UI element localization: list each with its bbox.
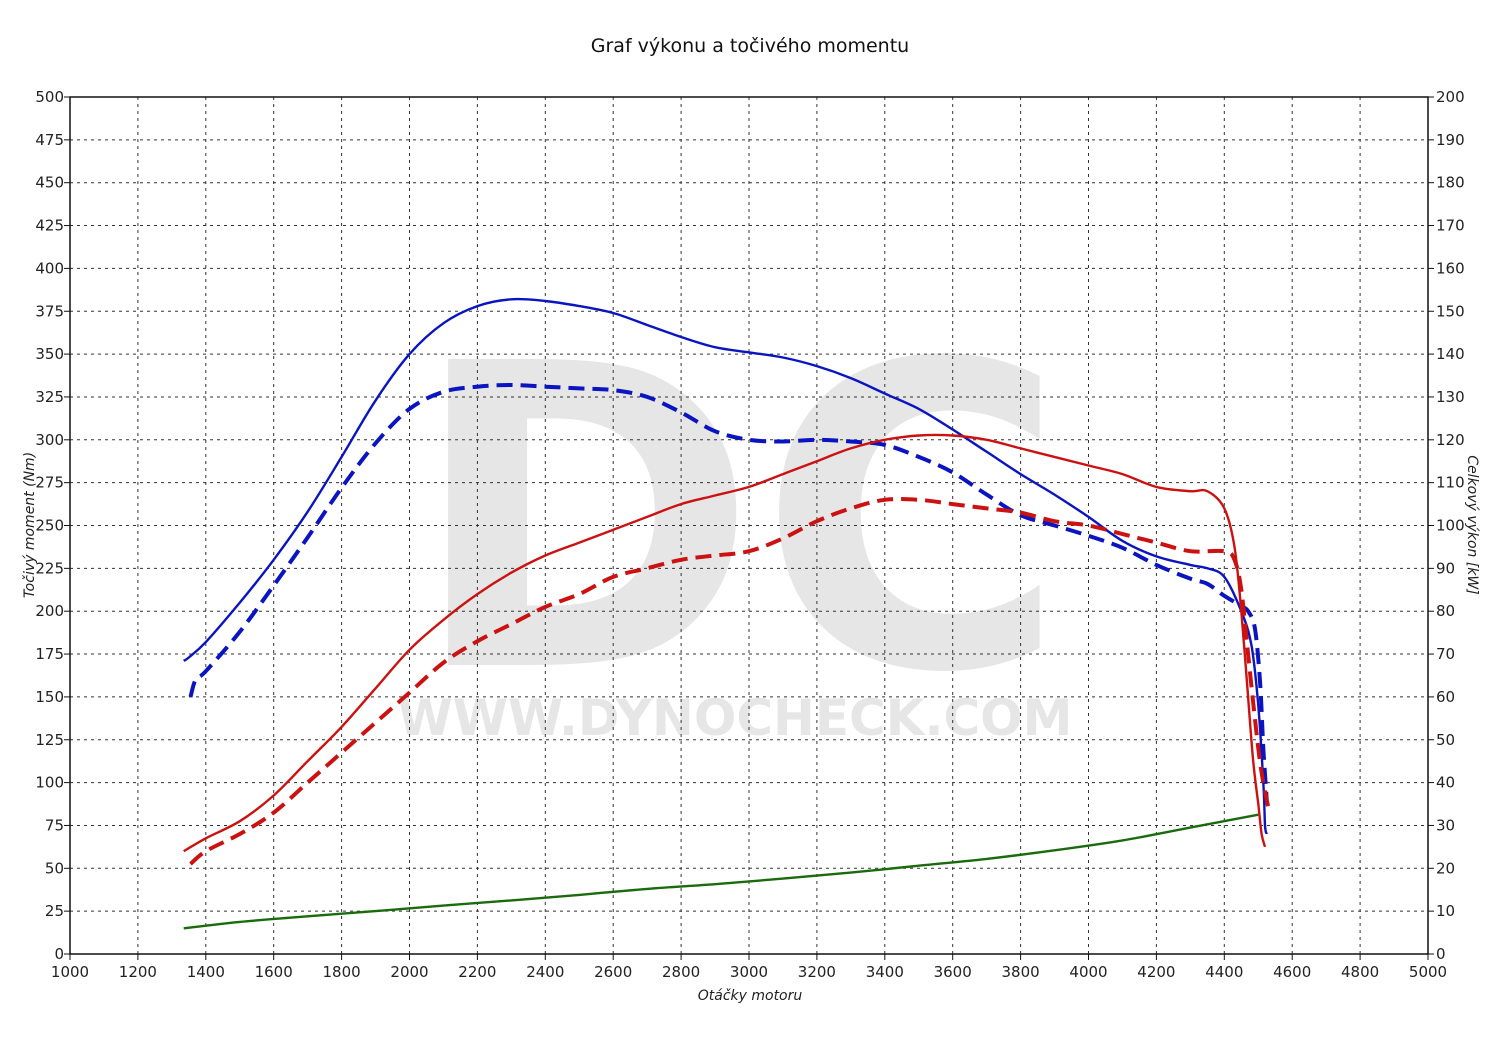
y-right-tick-label: 30: [1436, 816, 1455, 834]
y-left-tick-label: 475: [35, 131, 64, 149]
watermark-url: WWW.DYNOCHECK.COM: [398, 689, 1073, 747]
x-tick-label: 3800: [1002, 963, 1040, 981]
y-left-tick-label: 500: [35, 88, 64, 106]
grid: [64, 96, 1434, 960]
series-lines: [183, 297, 1271, 930]
series-line-1: [183, 297, 1268, 835]
x-tick-labels: 1000 1200 1400 1600 1800 2000 2200 2400 2600 2800…: [51, 963, 1447, 981]
x-axis-label: Otáčky motoru: [698, 988, 803, 1004]
y-right-tick-labels: 0 10 20 30 40 50 60 70 80 90 100 110 120 130 140 150 160…: [1436, 88, 1465, 963]
x-tick-label: 4600: [1273, 963, 1311, 981]
y-right-tick-label: 50: [1436, 731, 1455, 749]
y-right-tick-label: 150: [1436, 302, 1465, 320]
x-tick-label: 2600: [594, 963, 632, 981]
y-left-tick-label: 375: [35, 302, 64, 320]
y-right-tick-label: 10: [1436, 902, 1455, 920]
y-left-tick-label: 125: [35, 731, 64, 749]
y-right-tick-label: 110: [1436, 474, 1465, 492]
x-tick-label: 3200: [798, 963, 836, 981]
y-left-tick-label: 150: [35, 688, 64, 706]
x-tick-label: 1200: [119, 963, 157, 981]
y-right-tick-label: 170: [1436, 217, 1465, 235]
y-right-tick-label: 120: [1436, 431, 1465, 449]
y-right-tick-label: 70: [1436, 645, 1455, 663]
y-right-tick-label: 20: [1436, 859, 1455, 877]
y-right-tick-label: 190: [1436, 131, 1465, 149]
x-tick-label: 3600: [934, 963, 972, 981]
y-right-tick-label: 60: [1436, 688, 1455, 706]
y-left-tick-label: 350: [35, 345, 64, 363]
y-left-tick-label: 400: [35, 259, 64, 277]
x-tick-label: 4800: [1341, 963, 1379, 981]
y-left-tick-label: 450: [35, 174, 64, 192]
series-line-5: [183, 813, 1259, 930]
x-tick-label: 2400: [526, 963, 564, 981]
y-left-tick-label: 100: [35, 774, 64, 792]
y-left-tick-label: 225: [35, 559, 64, 577]
x-tick-label: 4000: [1069, 963, 1107, 981]
y-right-tick-label: 140: [1436, 345, 1465, 363]
chart-title: Graf výkonu a točivého momentu: [591, 35, 909, 57]
series-line-3: [183, 433, 1267, 853]
y-left-tick-label: 250: [35, 517, 64, 535]
series-line-2: [188, 383, 1269, 800]
y-left-tick-label: 75: [45, 816, 64, 834]
y-left-tick-label: 425: [35, 217, 64, 235]
x-tick-label: 1400: [187, 963, 225, 981]
y-left-tick-label: 175: [35, 645, 64, 663]
y-right-tick-label: 40: [1436, 774, 1455, 792]
series-line-4: [189, 497, 1271, 866]
x-tick-label: 1000: [51, 963, 89, 981]
y-right-tick-label: 80: [1436, 602, 1455, 620]
y-left-tick-label: 25: [45, 902, 64, 920]
watermark-letters: DC: [410, 276, 1067, 765]
y-left-tick-label: 200: [35, 602, 64, 620]
x-tick-label: 3400: [866, 963, 904, 981]
y-right-tick-label: 130: [1436, 388, 1465, 406]
x-tick-label: 4200: [1137, 963, 1175, 981]
y-right-tick-label: 0: [1436, 945, 1446, 963]
y-right-tick-label: 100: [1436, 517, 1465, 535]
y-left-tick-label: 300: [35, 431, 64, 449]
y-left-tick-labels: 0 25 50 75 100 125 150 175 200 225 250 275 300 325 350…: [35, 88, 64, 963]
y-left-tick-label: 325: [35, 388, 64, 406]
y-right-tick-label: 180: [1436, 174, 1465, 192]
x-tick-label: 2800: [662, 963, 700, 981]
watermark: DC WWW.DYNOCHECK.COM: [398, 276, 1073, 765]
x-tick-label: 1600: [255, 963, 293, 981]
x-tick-label: 1800: [323, 963, 361, 981]
y-right-tick-label: 90: [1436, 559, 1455, 577]
y-left-tick-label: 0: [54, 945, 64, 963]
plot-frame: [69, 96, 1429, 955]
y-right-tick-label: 160: [1436, 259, 1465, 277]
x-tick-label: 2000: [390, 963, 428, 981]
y-left-tick-label: 50: [45, 859, 64, 877]
y-right-tick-label: 200: [1436, 88, 1465, 106]
y-left-axis-label: Točivý moment (Nm): [22, 452, 38, 598]
x-tick-label: 5000: [1409, 963, 1447, 981]
x-tick-label: 3000: [730, 963, 768, 981]
y-left-tick-label: 275: [35, 474, 64, 492]
x-tick-label: 2200: [458, 963, 496, 981]
y-right-axis-label: Celkový výkon [kW]: [1464, 455, 1480, 594]
x-tick-label: 4400: [1205, 963, 1243, 981]
